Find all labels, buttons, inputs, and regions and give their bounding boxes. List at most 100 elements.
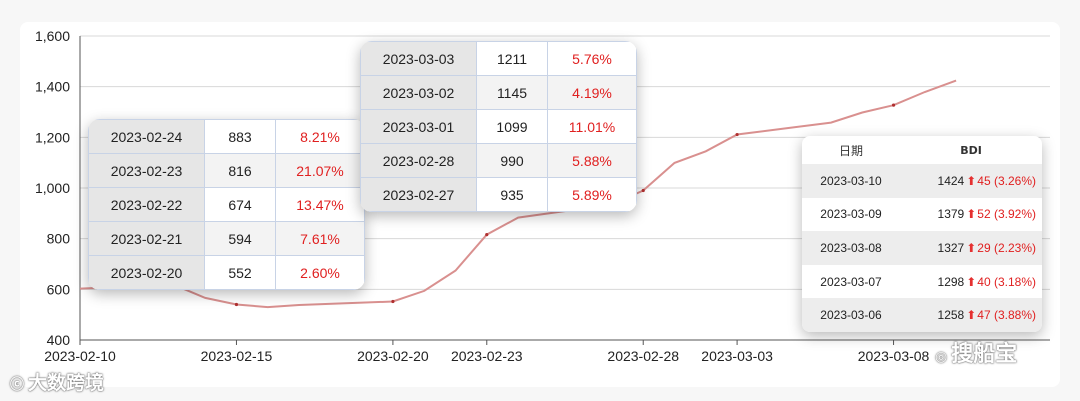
- cell-value: 1145: [476, 75, 548, 110]
- cell-change: 4.19%: [547, 75, 637, 110]
- cell-date: 2023-02-24: [88, 119, 205, 154]
- bdi-change: 40 (3.18%): [977, 274, 1036, 289]
- cell-value: 883: [204, 119, 276, 154]
- cell-value: 816: [204, 153, 276, 188]
- cell-change: 11.01%: [547, 109, 637, 144]
- bdi-header: 日期 BDI: [802, 136, 1042, 164]
- table-row: 2023-03-01 1099 11.01%: [360, 109, 637, 144]
- bdi-value: 1379: [937, 207, 965, 222]
- cell-change: 5.88%: [547, 143, 637, 178]
- cell-change: 5.76%: [547, 41, 637, 76]
- bdi-change: 29 (2.23%): [977, 240, 1036, 255]
- cell-change: 7.61%: [275, 221, 365, 256]
- watermark-right-text: 搜船宝: [951, 342, 1018, 367]
- bdi-value: 1258: [937, 308, 965, 323]
- y-tick-label: 800: [47, 231, 71, 247]
- chart-frame: 400 600 800 1,000 1,200 1,400 1,600 2023-02-10 2…: [20, 22, 1060, 387]
- bdi-row: 2023-03-08 1327 ⬆29 (2.23%): [802, 231, 1042, 265]
- cell-date: 2023-03-01: [360, 109, 477, 144]
- bdi-cell-date: 2023-03-06: [820, 308, 882, 323]
- bdi-cell-value: 1424 ⬆45 (3.26%): [900, 174, 1036, 188]
- cell-value: 1211: [476, 41, 548, 76]
- table-row: 2023-03-03 1211 5.76%: [360, 41, 637, 76]
- up-arrow-icon: ⬆: [966, 274, 977, 289]
- bdi-row: 2023-03-07 1298 ⬆40 (3.18%): [802, 265, 1042, 299]
- x-tick-label: 2023-02-15: [201, 348, 273, 364]
- table-row: 2023-02-27 935 5.89%: [360, 177, 637, 212]
- data-point: [891, 103, 896, 107]
- cell-value: 990: [476, 143, 548, 178]
- bdi-value: 1327: [937, 240, 965, 255]
- y-tick-label: 1,400: [35, 79, 70, 95]
- table-mid: 2023-03-03 1211 5.76% 2023-03-02 1145 4.19% 20…: [360, 41, 637, 212]
- bdi-cell-date: 2023-03-10: [820, 173, 882, 188]
- y-tick-label: 1,600: [35, 28, 70, 44]
- cell-value: 1099: [476, 109, 548, 144]
- cell-date: 2023-02-27: [360, 177, 477, 212]
- cell-date: 2023-02-20: [88, 255, 205, 290]
- cell-date: 2023-02-28: [360, 143, 477, 178]
- bdi-rows: 2023-03-10 1424 ⬆45 (3.26%) 2023-03-09 1379 ⬆…: [802, 164, 1042, 332]
- cell-change: 8.21%: [275, 119, 365, 154]
- bdi-card: 日期 BDI 2023-03-10 1424 ⬆45 (3.26%) 2023-03-…: [802, 136, 1042, 332]
- bdi-cell-date: 2023-03-07: [820, 274, 882, 289]
- up-arrow-icon: ⬆: [966, 207, 977, 222]
- bdi-value: 1298: [937, 274, 965, 289]
- cell-date: 2023-02-23: [88, 153, 205, 188]
- watermark-left: ⓒ 大数跨境: [10, 368, 104, 395]
- cell-value: 935: [476, 177, 548, 212]
- bdi-change: 52 (3.92%): [977, 207, 1036, 222]
- bdi-header-date: 日期: [838, 143, 863, 158]
- bdi-value: 1424: [937, 173, 965, 188]
- bdi-row: 2023-03-06 1258 ⬆47 (3.88%): [802, 298, 1042, 332]
- bdi-row: 2023-03-09 1379 ⬆52 (3.92%): [802, 198, 1042, 232]
- x-tick-label: 2023-02-28: [607, 348, 679, 364]
- bdi-cell-date: 2023-03-09: [820, 207, 882, 222]
- table-row: 2023-02-24 883 8.21%: [88, 119, 365, 154]
- bdi-cell-value: 1258 ⬆47 (3.88%): [900, 308, 1036, 322]
- x-tick-label: 2023-02-20: [357, 348, 429, 364]
- x-tick-label: 2023-02-10: [44, 348, 116, 364]
- table-left-card: 2023-02-24 883 8.21% 2023-02-23 816 21.07% 202…: [88, 119, 365, 290]
- table-row: 2023-02-28 990 5.88%: [360, 143, 637, 178]
- bdi-cell-value: 1298 ⬆40 (3.18%): [900, 275, 1036, 289]
- bdi-cell-value: 1327 ⬆29 (2.23%): [900, 241, 1036, 255]
- table-row: 2023-02-21 594 7.61%: [88, 221, 365, 256]
- cell-date: 2023-03-02: [360, 75, 477, 110]
- bdi-header-index: BDI: [960, 143, 982, 157]
- y-tick-label: 1,200: [35, 129, 70, 145]
- data-point: [641, 188, 645, 193]
- data-point: [485, 233, 489, 237]
- cell-value: 552: [204, 255, 276, 290]
- y-tick-label: 1,000: [35, 180, 70, 196]
- table-left: 2023-02-24 883 8.21% 2023-02-23 816 21.07% 202…: [88, 119, 365, 290]
- cell-value: 674: [204, 187, 276, 222]
- data-point: [391, 299, 395, 304]
- table-mid-card: 2023-03-03 1211 5.76% 2023-03-02 1145 4.19% 20…: [360, 41, 637, 212]
- bdi-change: 47 (3.88%): [977, 308, 1036, 323]
- bdi-cell-value: 1379 ⬆52 (3.92%): [900, 207, 1036, 221]
- up-arrow-icon: ⬆: [966, 173, 977, 188]
- data-point: [234, 302, 239, 307]
- x-tick-label: 2023-02-23: [451, 348, 523, 364]
- bdi-cell-date: 2023-03-08: [820, 240, 882, 255]
- x-tick-label: 2023-03-03: [701, 348, 773, 364]
- x-tick-label: 2023-03-08: [858, 348, 930, 364]
- weibo-icon: ⓒ: [10, 377, 24, 393]
- bdi-change: 45 (3.26%): [977, 173, 1036, 188]
- y-tick-label: 600: [47, 281, 71, 297]
- watermark-left-text: 大数跨境: [28, 372, 105, 394]
- cell-change: 5.89%: [547, 177, 637, 212]
- bdi-row: 2023-03-10 1424 ⬆45 (3.26%): [802, 164, 1042, 198]
- table-row: 2023-03-02 1145 4.19%: [360, 75, 637, 110]
- table-row: 2023-02-20 552 2.60%: [88, 255, 365, 290]
- watermark-right: ◎ 搜船宝: [935, 336, 1017, 368]
- table-row: 2023-02-22 674 13.47%: [88, 187, 365, 222]
- y-tick-label: 400: [47, 332, 71, 348]
- cell-change: 21.07%: [275, 153, 365, 188]
- cell-change: 13.47%: [275, 187, 365, 222]
- up-arrow-icon: ⬆: [966, 308, 977, 323]
- table-row: 2023-02-23 816 21.07%: [88, 153, 365, 188]
- up-arrow-icon: ⬆: [966, 240, 977, 255]
- wechat-icon: ◎: [935, 349, 948, 365]
